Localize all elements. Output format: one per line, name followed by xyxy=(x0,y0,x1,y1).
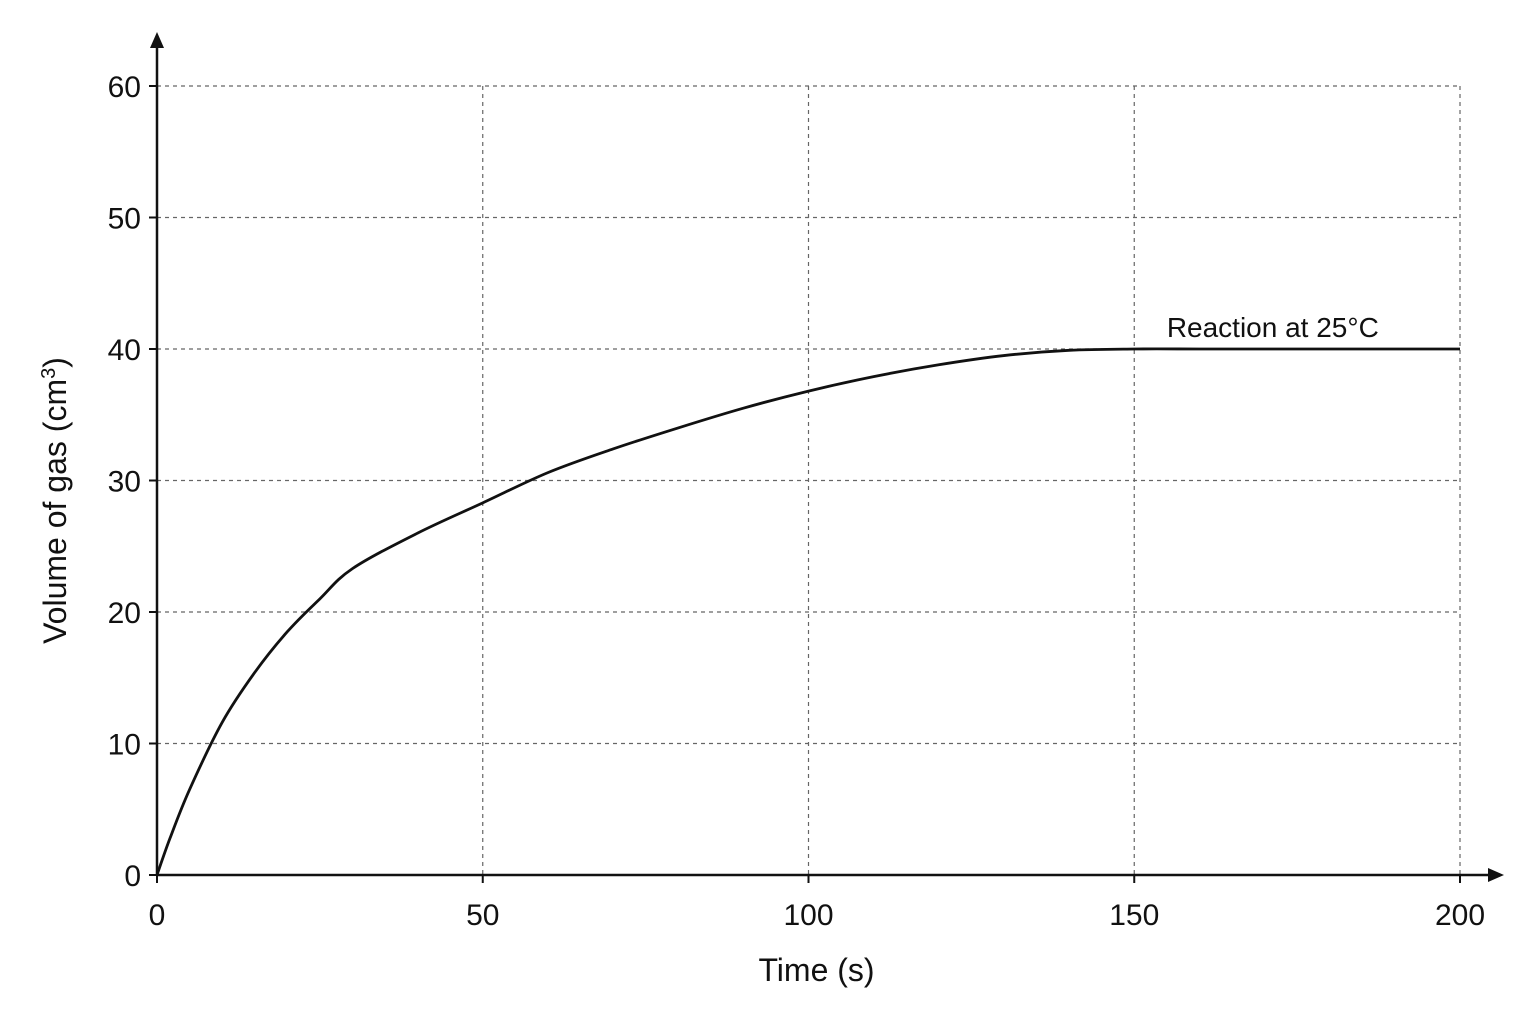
x-tick-label: 150 xyxy=(1109,899,1159,932)
y-axis-title: Volume of gas (cm3) xyxy=(37,357,73,644)
y-axis-title-end: ) xyxy=(37,357,73,368)
ticks: 0 50 100 150 200 0 10 20 30 40 50 60 xyxy=(108,71,1485,932)
series: Reaction at 25°C xyxy=(155,312,1460,876)
series-label: Reaction at 25°C xyxy=(1167,312,1379,343)
y-tick-label: 0 xyxy=(124,860,141,893)
y-tick-label: 20 xyxy=(108,597,141,630)
y-axis-title-superscript: 3 xyxy=(38,368,60,379)
x-tick-label: 50 xyxy=(466,899,499,932)
x-tick-label: 100 xyxy=(783,899,833,932)
y-tick-label: 50 xyxy=(108,203,141,236)
y-tick-label: 40 xyxy=(108,334,141,367)
series-line xyxy=(155,347,1460,876)
x-tick-label: 200 xyxy=(1435,899,1485,932)
y-tick-label: 10 xyxy=(108,729,141,762)
y-tick-label: 60 xyxy=(108,71,141,104)
axes xyxy=(150,32,1504,882)
y-axis-title-main: Volume of gas (cm xyxy=(37,379,73,644)
y-axis-arrow-icon xyxy=(150,32,164,48)
x-tick-label: 0 xyxy=(149,899,166,932)
x-axis-arrow-icon xyxy=(1488,868,1504,882)
grid xyxy=(157,85,1461,875)
x-axis-title: Time (s) xyxy=(758,952,874,988)
y-tick-label: 30 xyxy=(108,466,141,499)
